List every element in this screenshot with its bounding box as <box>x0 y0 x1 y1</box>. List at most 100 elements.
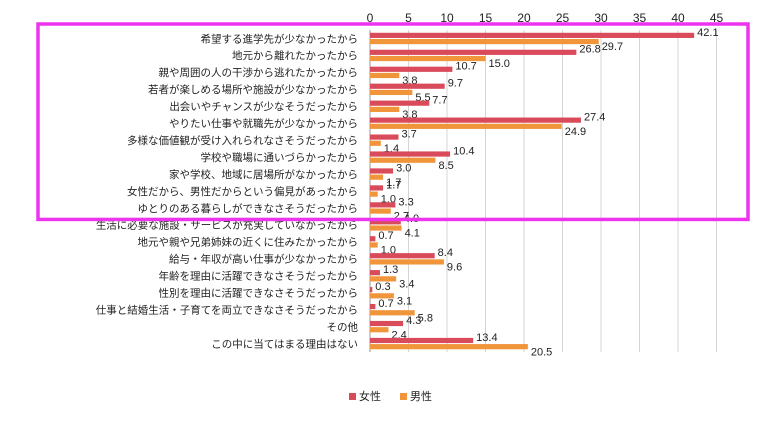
data-label: 27.4 <box>584 112 605 124</box>
category-label: 給与・年収が高い仕事が少なかったから <box>169 253 358 266</box>
data-label: 10.7 <box>455 61 476 73</box>
x-tick-label: 35 <box>633 11 647 25</box>
bar-female <box>370 236 376 242</box>
bar-male <box>370 89 413 96</box>
bar-female <box>370 66 453 72</box>
category-label: ゆとりのある暮らしができなさそうだったから <box>138 202 359 215</box>
legend-label: 女性 <box>359 389 381 403</box>
data-label: 42.1 <box>697 27 718 39</box>
category-label: 学校や職場に通いづらかったから <box>201 151 359 164</box>
bar-male <box>370 72 400 79</box>
bar-female <box>370 219 401 225</box>
bar-male <box>370 191 378 197</box>
bar-male <box>370 106 400 112</box>
data-label: 9.6 <box>447 262 462 274</box>
data-label: 9.7 <box>448 78 463 90</box>
data-label: 0.7 <box>378 230 393 242</box>
x-tick-label: 0 <box>367 11 374 25</box>
category-label: この中に当てはまる理由はない <box>211 337 358 350</box>
bar-female <box>370 49 577 55</box>
legend-swatch <box>349 393 356 400</box>
bar-male <box>370 310 415 316</box>
x-tick-label: 15 <box>479 11 493 25</box>
category-label: 出会いやチャンスが少なそうだったから <box>169 100 358 113</box>
bar-male <box>370 208 391 214</box>
category-label: 地元や親や兄弟姉妹の近くに住みたかったから <box>138 236 359 249</box>
category-label: 女性だから、男性だからという偏見があったから <box>127 185 358 198</box>
legend-label: 男性 <box>410 389 432 403</box>
bar-female <box>370 117 581 123</box>
data-label: 3.4 <box>399 278 414 290</box>
bar-female <box>370 253 435 259</box>
data-label: 15.0 <box>489 58 510 70</box>
data-label: 1.7 <box>386 179 401 191</box>
x-tick-label: 45 <box>710 11 724 25</box>
data-label: 3.0 <box>396 162 411 174</box>
bar-female <box>370 32 695 38</box>
bar-male <box>370 55 486 62</box>
bar-male <box>370 276 397 282</box>
data-label: 5.8 <box>418 312 433 324</box>
bar-male <box>370 259 444 265</box>
bar-female <box>370 320 404 327</box>
bar-male <box>370 293 394 299</box>
legend-swatch <box>400 393 407 400</box>
data-label: 24.9 <box>565 126 586 138</box>
x-tick-label: 5 <box>405 11 412 25</box>
highlight-frame <box>36 22 750 222</box>
category-label: 生活に必要な施設・サービスが充実していなかったから <box>96 219 358 232</box>
data-label: 26.8 <box>579 44 600 56</box>
data-label: 0.3 <box>375 281 390 293</box>
x-tick-label: 20 <box>517 11 531 25</box>
bar-female <box>370 270 381 276</box>
x-tick-label: 10 <box>440 11 454 25</box>
bar-female <box>370 185 384 191</box>
category-label: 多様な価値観が受け入れられなさそうだったから <box>127 134 358 147</box>
data-label: 29.7 <box>602 41 623 53</box>
bar-male <box>370 242 378 248</box>
data-label: 7.7 <box>432 95 447 107</box>
data-label: 13.4 <box>476 332 497 344</box>
data-label: 3.7 <box>401 128 416 140</box>
bar-male <box>370 225 402 231</box>
bar-female <box>370 287 373 293</box>
category-label: 親や周囲の人の干渉から逃れたかったから <box>159 66 359 79</box>
bar-female <box>370 83 445 89</box>
x-tick-label: 30 <box>594 11 608 25</box>
bar-male <box>370 327 389 333</box>
bar-female <box>370 134 399 140</box>
bar-male <box>370 174 384 180</box>
bar-male <box>370 344 528 350</box>
category-label: 年齢を理由に活躍できなさそうだったから <box>159 270 359 283</box>
category-label: 家や学校、地域に居場所がなかったから <box>169 168 358 181</box>
data-label: 0.7 <box>378 298 393 310</box>
bar-male <box>370 140 381 146</box>
x-tick-label: 40 <box>671 11 685 25</box>
bar-female <box>370 151 451 157</box>
data-label: 8.4 <box>438 247 453 259</box>
data-label: 3.1 <box>397 295 412 307</box>
data-label: 3.3 <box>398 196 413 208</box>
bar-male <box>370 38 599 45</box>
category-label: 性別を理由に活躍できなさそうだったから <box>159 287 359 300</box>
category-label: 希望する進学先が少なかったから <box>201 32 359 45</box>
bar-male <box>370 123 562 129</box>
data-label: 10.4 <box>453 145 474 157</box>
category-label: 仕事と結婚生活・子育てを両立できなさそうだったから <box>96 303 358 316</box>
category-label: その他 <box>327 320 359 333</box>
data-label: 4.1 <box>405 228 420 240</box>
bar-female <box>370 202 396 208</box>
x-tick-label: 25 <box>556 11 570 25</box>
data-label: 4.3 <box>406 315 421 327</box>
category-label: 若者が楽しめる場所や施設が少なかったから <box>148 83 358 96</box>
bar-female <box>370 168 394 174</box>
bar-female <box>370 303 376 310</box>
category-label: やりたい仕事や就職先が少なかったから <box>169 117 358 130</box>
bar-male <box>370 157 436 163</box>
bar-female <box>370 337 474 344</box>
data-label: 1.3 <box>383 264 398 276</box>
bar-female <box>370 100 430 106</box>
category-label: 地元から離れたかったから <box>232 49 358 62</box>
